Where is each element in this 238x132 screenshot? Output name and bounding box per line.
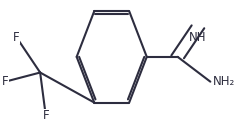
Text: F: F bbox=[13, 31, 20, 44]
Text: F: F bbox=[2, 75, 9, 88]
Text: F: F bbox=[42, 109, 49, 122]
Text: NH₂: NH₂ bbox=[213, 75, 235, 88]
Text: NH: NH bbox=[189, 31, 207, 44]
